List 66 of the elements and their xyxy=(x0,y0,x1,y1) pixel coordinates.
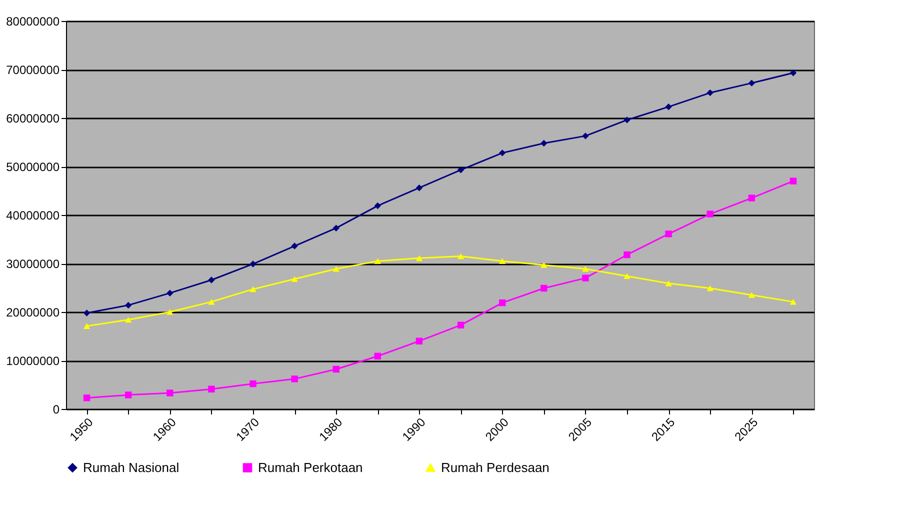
point xyxy=(250,260,256,268)
point xyxy=(208,386,215,392)
point xyxy=(166,309,174,315)
point xyxy=(582,274,589,282)
point xyxy=(416,338,423,344)
point xyxy=(790,298,797,305)
point xyxy=(208,276,215,284)
y-tick-label: 60000000 xyxy=(6,112,60,126)
point xyxy=(540,284,548,292)
point xyxy=(790,178,797,184)
point xyxy=(665,230,672,238)
point xyxy=(83,323,90,329)
point xyxy=(457,253,464,260)
point xyxy=(83,310,90,316)
point xyxy=(498,258,506,264)
legend-label: Rumah Nasional xyxy=(83,460,180,475)
legend-label: Rumah Perkotaan xyxy=(258,460,363,475)
point xyxy=(250,286,256,292)
point xyxy=(374,258,382,264)
point xyxy=(208,298,215,305)
point xyxy=(706,210,714,218)
point xyxy=(374,202,382,210)
point xyxy=(124,302,132,309)
point xyxy=(498,299,506,306)
point xyxy=(540,140,548,147)
point xyxy=(790,70,797,76)
point xyxy=(457,166,464,174)
point xyxy=(498,150,506,156)
y-tick-label: 30000000 xyxy=(6,257,60,271)
point xyxy=(748,194,756,202)
point xyxy=(332,266,340,272)
point xyxy=(291,376,298,382)
point xyxy=(457,322,464,328)
point xyxy=(332,366,340,373)
y-tick-label: 40000000 xyxy=(6,208,60,222)
point xyxy=(706,89,714,96)
point xyxy=(124,316,132,323)
point xyxy=(250,380,256,388)
point xyxy=(166,390,174,396)
y-tick-label: 10000000 xyxy=(6,354,60,368)
y-tick-label: 20000000 xyxy=(6,306,60,320)
point xyxy=(332,224,340,232)
point xyxy=(124,392,132,398)
point xyxy=(582,132,589,140)
point xyxy=(624,116,630,124)
y-tick-label: 80000000 xyxy=(6,14,60,28)
point xyxy=(748,292,756,298)
point xyxy=(291,276,298,282)
point xyxy=(416,255,423,262)
point xyxy=(374,352,382,360)
point xyxy=(166,290,174,296)
legend-label: Rumah Perdesaan xyxy=(441,460,550,475)
point xyxy=(665,103,672,110)
point xyxy=(291,242,298,250)
point xyxy=(83,394,90,402)
point xyxy=(540,262,548,268)
point xyxy=(416,184,423,192)
point xyxy=(706,285,714,292)
y-tick-label: 70000000 xyxy=(6,63,60,77)
point xyxy=(748,80,756,86)
point xyxy=(624,251,630,258)
y-tick-label: 0 xyxy=(52,402,60,416)
point xyxy=(624,273,630,280)
point xyxy=(665,280,672,286)
y-tick-label: 50000000 xyxy=(6,160,60,174)
point xyxy=(582,266,589,272)
